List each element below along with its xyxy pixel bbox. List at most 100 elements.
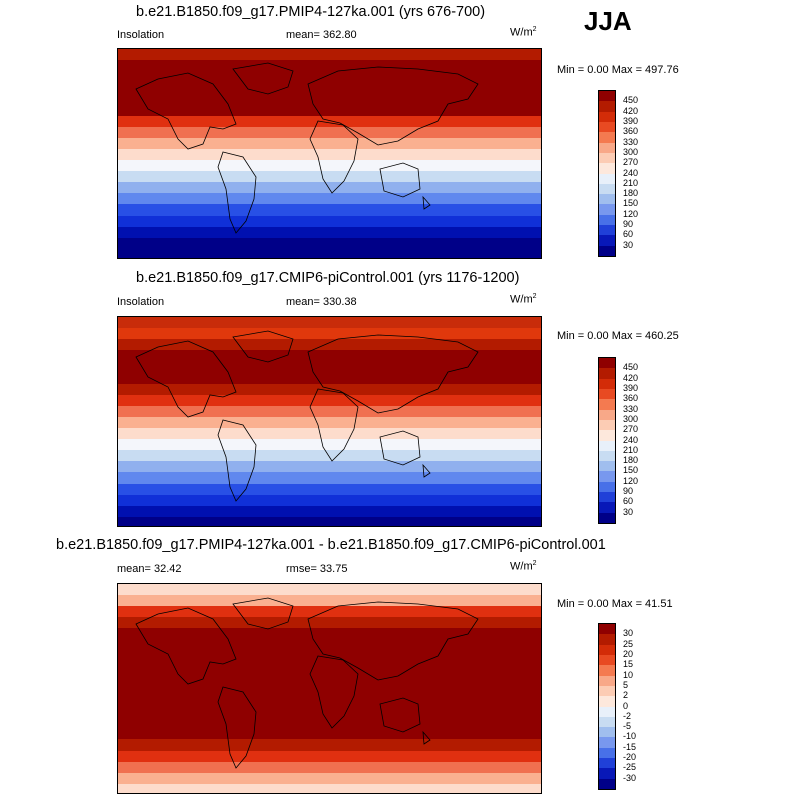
colorbar-label: -15 — [623, 741, 637, 752]
lat-band — [118, 160, 541, 172]
colorbar-label: 330 — [623, 136, 639, 147]
lat-band — [118, 215, 541, 228]
lat-band — [118, 516, 541, 526]
panel-3-map — [117, 583, 542, 794]
season-label: JJA — [584, 6, 632, 36]
colorbar-label: 210 — [623, 177, 639, 188]
panel-1-left-label: Insolation — [117, 29, 165, 41]
lat-band — [118, 137, 541, 150]
panel-1-center-label: mean= 362.80 — [286, 29, 357, 41]
panel-2-map — [117, 316, 542, 527]
lat-band — [118, 49, 541, 61]
panel-3-minmax: Min = 0.00 Max = 41.51 — [557, 598, 673, 610]
colorbar-label: 390 — [623, 115, 639, 126]
coastline — [379, 430, 421, 466]
colorbar-label: 300 — [623, 413, 639, 424]
lat-band — [118, 461, 541, 473]
panel-1-minmax: Min = 0.00 Max = 497.76 — [557, 64, 679, 76]
panel-3-units: W/m2 — [510, 560, 537, 573]
colorbar-label: 180 — [623, 188, 639, 199]
coastline — [379, 697, 421, 733]
lat-band — [118, 339, 541, 351]
lat-band — [118, 204, 541, 217]
colorbar-box — [599, 399, 615, 410]
panel-2-left-label: Insolation — [117, 296, 165, 308]
lat-band — [118, 728, 541, 740]
colorbar-box — [599, 461, 615, 472]
lat-band — [118, 82, 541, 94]
lat-band — [118, 617, 541, 629]
panel-3-left-label: mean= 32.42 — [117, 563, 182, 575]
lat-band — [118, 428, 541, 440]
lat-band — [118, 695, 541, 707]
colorbar-label: -10 — [623, 731, 637, 742]
colorbar-box — [599, 665, 615, 676]
lat-band — [118, 416, 541, 429]
colorbar-box — [599, 450, 615, 462]
colorbar-box — [599, 502, 615, 513]
coastline — [309, 655, 359, 729]
lat-band — [118, 182, 541, 194]
panel-1-units-text: W/m — [510, 26, 533, 39]
lat-band — [118, 104, 541, 117]
colorbar-label: 180 — [623, 455, 639, 466]
colorbar-box — [599, 419, 615, 431]
colorbar-box — [599, 245, 615, 256]
colorbar-box — [599, 696, 615, 707]
colorbar-box — [599, 409, 615, 420]
colorbar-box — [599, 727, 615, 738]
lat-band — [118, 683, 541, 696]
colorbar-box — [599, 716, 615, 728]
colorbar-label: 420 — [623, 372, 639, 383]
coastline — [217, 686, 257, 769]
colorbar-label: 150 — [623, 465, 639, 476]
colorbar-label: 10 — [623, 669, 634, 680]
colorbar-box — [599, 214, 615, 226]
panel-3-title: b.e21.B1850.f09_g17.PMIP4-127ka.001 - b.… — [56, 537, 606, 553]
colorbar-box — [599, 91, 615, 102]
colorbar-box — [599, 388, 615, 400]
colorbar-label: -20 — [623, 752, 637, 763]
lat-band — [118, 739, 541, 752]
colorbar-label: 120 — [623, 208, 639, 219]
lat-band — [118, 761, 541, 774]
lat-band — [118, 584, 541, 596]
lat-band — [118, 126, 541, 139]
colorbar-box — [599, 634, 615, 645]
lat-band — [118, 350, 541, 362]
colorbar-box — [599, 225, 615, 236]
colorbar-box — [599, 747, 615, 759]
colorbar-box — [599, 121, 615, 133]
colorbar-label: 30 — [623, 628, 634, 639]
colorbar-label: 150 — [623, 198, 639, 209]
lat-band — [118, 71, 541, 83]
lat-band — [118, 248, 541, 258]
colorbar-box — [599, 378, 615, 389]
coastline — [232, 330, 294, 363]
colorbar-box — [599, 737, 615, 748]
coastline — [135, 607, 237, 685]
lat-band — [118, 472, 541, 485]
colorbar-label: -5 — [623, 721, 632, 732]
panel-1-title: b.e21.B1850.f09_g17.PMIP4-127ka.001 (yrs… — [136, 4, 486, 20]
coastline — [422, 463, 431, 478]
colorbar-label: 5 — [623, 679, 629, 690]
lat-band — [118, 361, 541, 373]
lat-band — [118, 93, 541, 105]
colorbar-label: -25 — [623, 762, 637, 773]
colorbar-label: 0 — [623, 700, 629, 711]
lat-band — [118, 226, 541, 239]
lat-band — [118, 505, 541, 518]
lat-band — [118, 494, 541, 507]
coastline — [232, 597, 294, 630]
colorbar-box — [599, 111, 615, 122]
colorbar-box — [599, 624, 615, 635]
colorbar-box — [599, 173, 615, 184]
colorbar-label: 450 — [623, 95, 639, 106]
lat-band — [118, 650, 541, 663]
lat-band — [118, 750, 541, 763]
panel-3-units-text: W/m — [510, 560, 533, 573]
colorbar-box — [599, 163, 615, 174]
colorbar-box — [599, 654, 615, 666]
colorbar-box — [599, 235, 615, 246]
